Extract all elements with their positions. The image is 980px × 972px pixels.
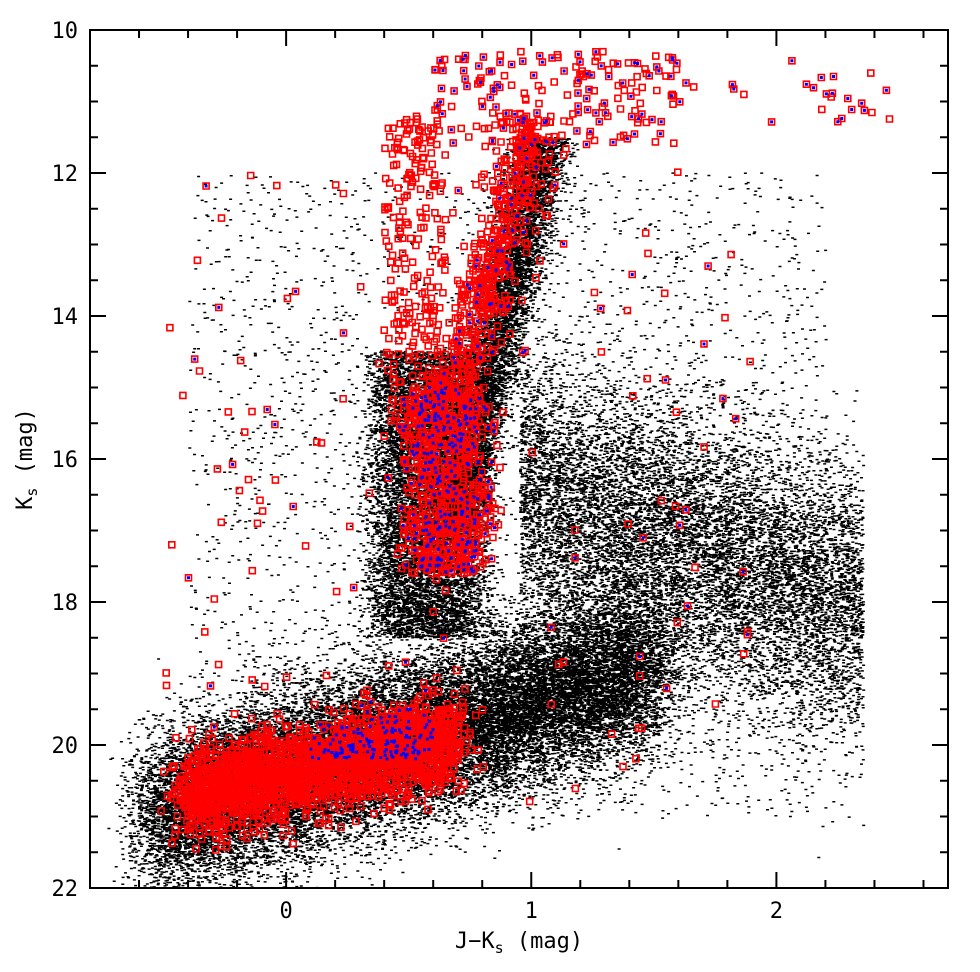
y-tick-label: 20 xyxy=(52,734,79,759)
y-tick-label: 12 xyxy=(52,162,79,187)
y-tick-label: 14 xyxy=(52,305,79,330)
y-axis-title-sub: s xyxy=(23,488,41,497)
y-tick-label: 10 xyxy=(52,19,79,44)
y-tick-label: 18 xyxy=(52,591,79,616)
scatter-points-red xyxy=(157,47,894,854)
y-axis-title-main: K xyxy=(13,496,38,510)
y-axis-title: Ks (mag) xyxy=(13,408,41,510)
plot-frame xyxy=(89,29,949,889)
x-tick-label: 0 xyxy=(279,899,292,924)
y-tick-labels: 10 12 14 16 18 20 22 xyxy=(52,19,79,902)
axis-ticks xyxy=(90,30,948,888)
x-tick-label: 2 xyxy=(770,899,783,924)
x-axis-title-main: J−K xyxy=(455,929,495,954)
x-axis-title-sub: s xyxy=(495,939,504,957)
y-tick-label: 16 xyxy=(52,448,79,473)
x-tick-label: 1 xyxy=(525,899,538,924)
x-axis-title: J−Ks (mag) xyxy=(455,929,583,957)
y-axis-title-units: (mag) xyxy=(13,408,38,487)
y-tick-label: 22 xyxy=(52,877,79,902)
x-tick-labels: 0 1 2 xyxy=(279,899,783,924)
x-axis-title-units: (mag) xyxy=(504,929,583,954)
